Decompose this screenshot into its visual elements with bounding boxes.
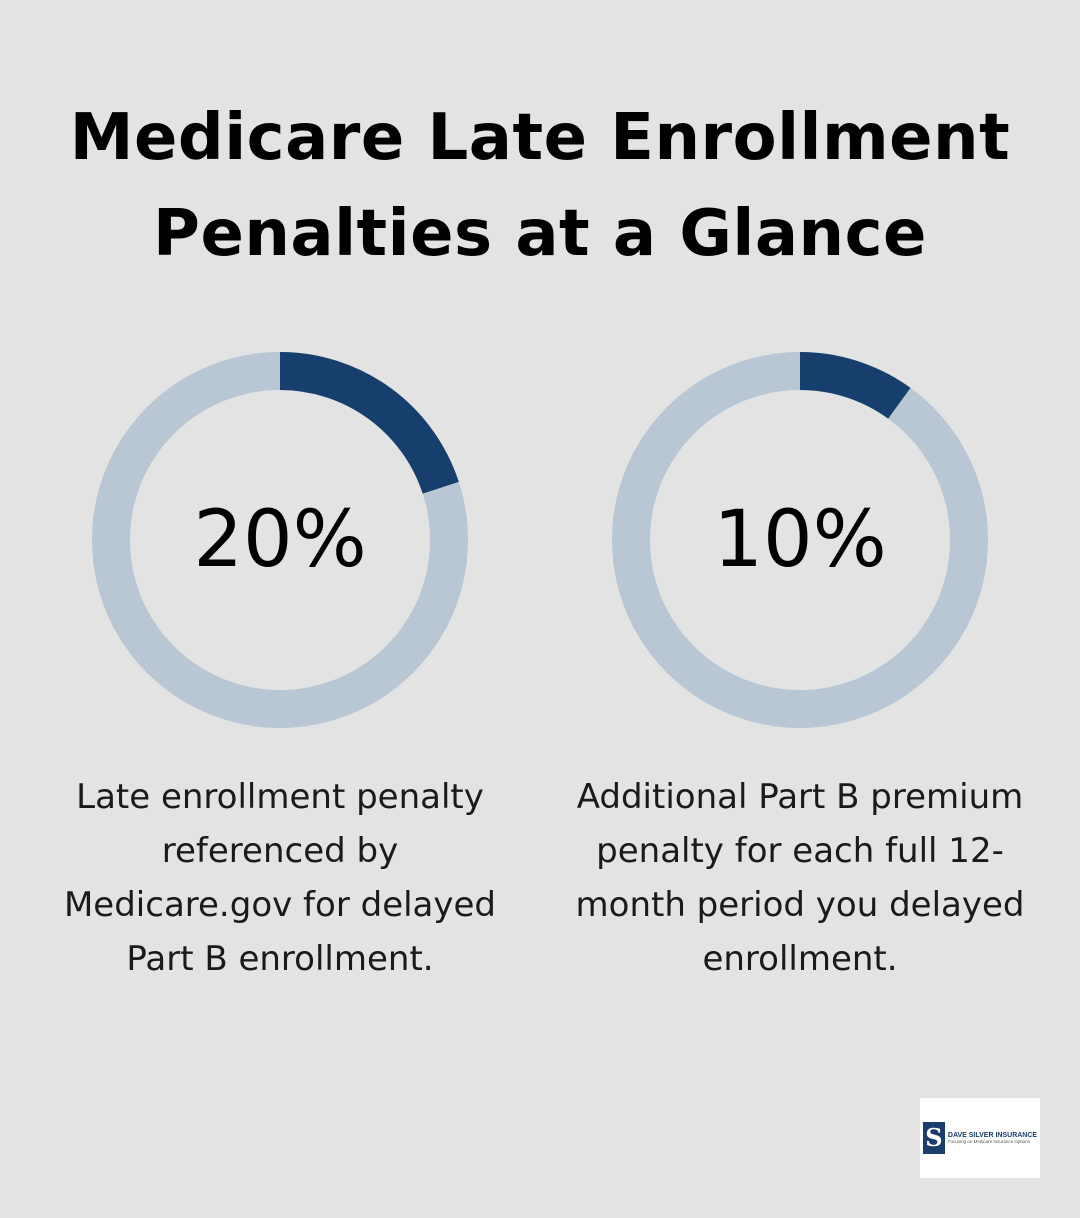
donut-chart-2: 10%	[600, 340, 1000, 740]
donut-value-label: 20%	[193, 495, 367, 585]
title-line-1: Medicare Late Enrollment	[69, 101, 1011, 175]
donut-value-label: 10%	[713, 495, 887, 585]
stat-description: Additional Part B premium penalty for ea…	[575, 777, 1025, 979]
logo-mark: S	[922, 1122, 945, 1154]
logo-tagline: Focusing on Medicare Insurance Options	[947, 1139, 1030, 1144]
company-logo: S DAVE SILVER INSURANCE Focusing on Medi…	[920, 1098, 1040, 1178]
stat-description: Late enrollment penalty referenced by Me…	[63, 777, 497, 979]
donut-chart-1: 20%	[80, 340, 480, 740]
donut-svg-1	[92, 352, 468, 728]
stat-card-2: 10% Additional Part B premium penalty fo…	[570, 340, 1030, 986]
page-title: Medicare Late Enrollment Penalties at a …	[40, 90, 1040, 282]
donut-svg-2	[612, 352, 988, 728]
logo-name: DAVE SILVER INSURANCE	[947, 1132, 1038, 1139]
donut-fill	[279, 352, 459, 495]
stat-card-1: 20% Late enrollment penalty referenced b…	[50, 340, 510, 986]
donut-fill	[799, 352, 911, 419]
title-line-2: Penalties at a Glance	[153, 197, 927, 271]
